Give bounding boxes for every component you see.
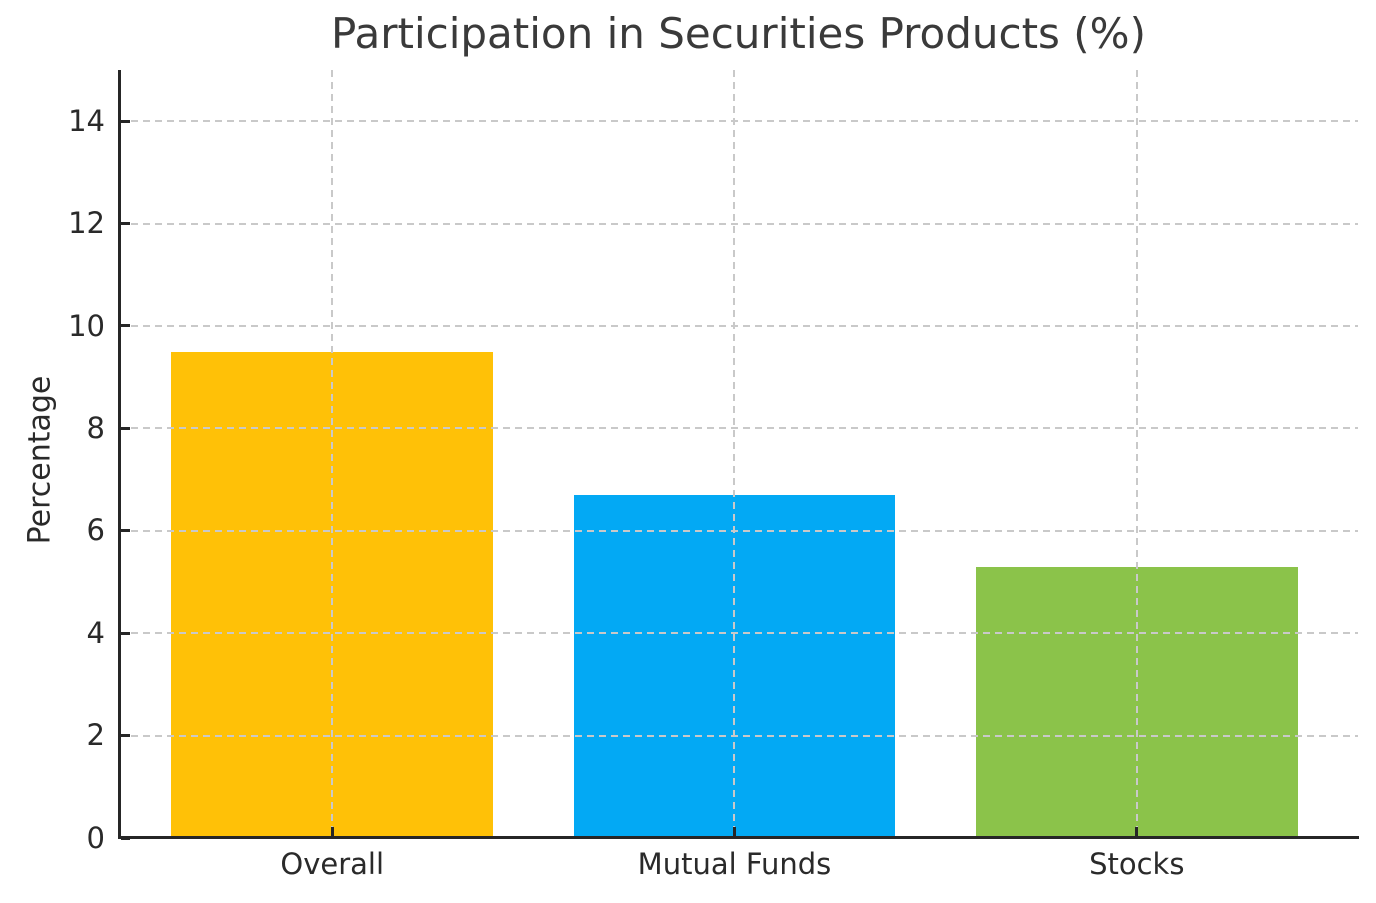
y-tick-mark-10 [121, 324, 130, 328]
h-gridline-14 [119, 120, 1358, 123]
v-gridline-2 [1135, 70, 1138, 838]
y-tick-mark-12 [121, 222, 130, 226]
h-gridline-2 [119, 734, 1358, 737]
h-gridline-10 [119, 324, 1358, 327]
y-tick-label-10: 10 [68, 308, 105, 343]
y-tick-mark-6 [121, 529, 130, 533]
y-tick-label-14: 14 [68, 103, 105, 138]
h-gridline-6 [119, 529, 1358, 532]
v-gridline-1 [733, 70, 736, 838]
tick-mark-layer [119, 70, 1358, 840]
y-tick-mark-2 [121, 734, 130, 738]
x-tick-mark-2 [1135, 827, 1139, 836]
y-axis-spine [118, 70, 121, 839]
h-gridline-4 [119, 632, 1358, 635]
x-tick-label-2: Stocks [1089, 847, 1185, 881]
y-tick-label-4: 4 [86, 615, 105, 650]
y-tick-mark-8 [121, 426, 130, 430]
y-tick-mark-14 [121, 119, 130, 123]
y-tick-mark-0 [121, 836, 130, 840]
h-gridline-8 [119, 427, 1358, 430]
y-tick-label-0: 0 [86, 820, 105, 855]
y-tick-label-8: 8 [86, 410, 105, 445]
y-tick-label-2: 2 [86, 718, 105, 753]
chart-title: Participation in Securities Products (%) [331, 9, 1146, 58]
y-tick-mark-4 [121, 631, 130, 635]
v-gridline-0 [331, 70, 334, 838]
x-tick-mark-1 [732, 827, 736, 836]
x-tick-label-1: Mutual Funds [637, 847, 832, 881]
y-tick-label-6: 6 [86, 513, 105, 548]
x-tick-label-0: Overall [280, 847, 385, 881]
h-gridline-12 [119, 222, 1358, 225]
x-tick-mark-0 [330, 827, 334, 836]
x-axis-spine [118, 836, 1359, 839]
plot-area [118, 70, 1359, 840]
grid-layer [119, 70, 1358, 838]
y-tick-label-12: 12 [68, 206, 105, 241]
